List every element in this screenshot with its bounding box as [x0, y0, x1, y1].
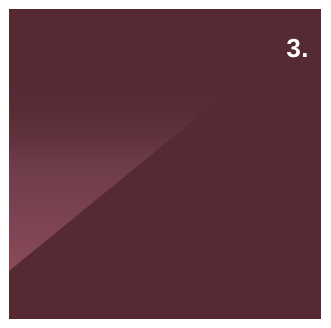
tile-number-label: 3.	[286, 33, 309, 63]
gloss-triangle	[9, 79, 244, 271]
numbered-tile: 3.	[9, 9, 321, 319]
diagonal-gloss-graphic	[9, 79, 244, 271]
